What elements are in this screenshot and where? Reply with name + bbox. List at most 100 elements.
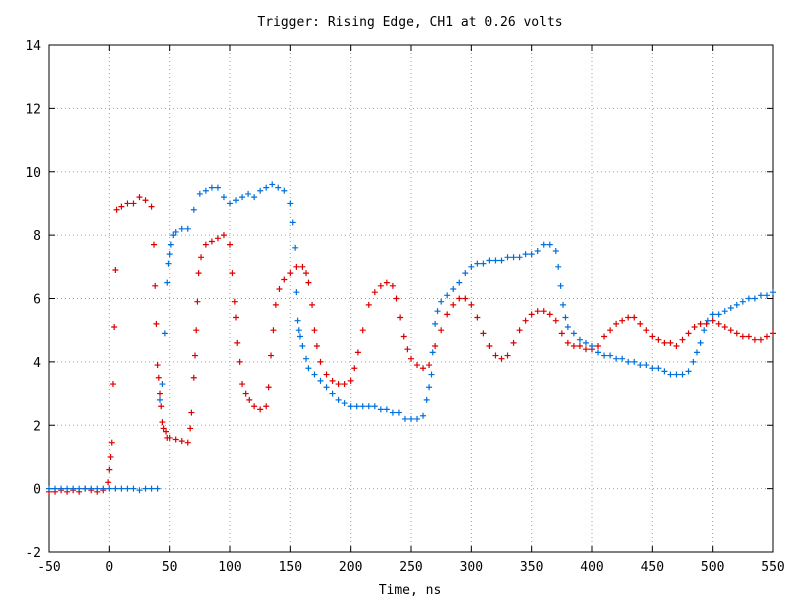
data-point (239, 381, 246, 388)
data-point (142, 485, 149, 492)
data-point (377, 406, 384, 413)
data-point (401, 415, 408, 422)
data-point (233, 197, 240, 204)
data-point (480, 330, 487, 337)
data-point (576, 343, 583, 350)
chart-title: Trigger: Rising Edge, CH1 at 0.26 volts (257, 15, 562, 30)
data-point (462, 295, 469, 302)
data-point (309, 301, 316, 308)
data-point (234, 339, 241, 346)
data-point (294, 317, 301, 324)
data-point (450, 301, 457, 308)
data-point (570, 343, 577, 350)
data-point (292, 244, 299, 251)
data-point (276, 285, 283, 292)
data-point (265, 384, 272, 391)
data-point (311, 371, 318, 378)
y-tick-label: 0 (33, 483, 41, 498)
data-point (377, 282, 384, 289)
data-point (673, 371, 680, 378)
data-point (293, 263, 300, 270)
x-tick-label: 350 (520, 560, 543, 575)
data-point (582, 346, 589, 353)
data-point (239, 194, 246, 201)
data-point (613, 320, 620, 327)
data-point (190, 374, 197, 381)
data-point (178, 438, 185, 445)
data-point (148, 203, 155, 210)
data-point (679, 336, 686, 343)
data-point (423, 396, 430, 403)
data-point (124, 485, 131, 492)
data-point (552, 247, 559, 254)
data-point (757, 292, 764, 299)
data-point (317, 358, 324, 365)
data-point (150, 241, 157, 248)
data-point (293, 289, 300, 296)
data-point (118, 485, 125, 492)
data-point (619, 355, 626, 362)
data-point (192, 352, 199, 359)
data-point (268, 352, 275, 359)
data-point (607, 352, 614, 359)
data-point (106, 485, 113, 492)
data-point (643, 327, 650, 334)
data-point (637, 320, 644, 327)
data-point (347, 377, 354, 384)
y-tick-label: 6 (33, 293, 41, 308)
data-point (576, 336, 583, 343)
data-point (693, 349, 700, 356)
data-point (492, 352, 499, 359)
data-point (414, 415, 421, 422)
data-point (64, 485, 71, 492)
data-point (733, 301, 740, 308)
data-point (159, 381, 166, 388)
data-point (703, 320, 710, 327)
data-point (214, 184, 221, 191)
data-point (299, 343, 306, 350)
data-point (649, 333, 656, 340)
data-point (58, 485, 65, 492)
data-point (589, 343, 595, 350)
data-point (275, 184, 282, 191)
data-point (109, 381, 116, 388)
data-point (498, 257, 505, 264)
data-point (383, 406, 390, 413)
data-point (745, 333, 752, 340)
data-point (709, 311, 716, 318)
data-point (770, 330, 776, 337)
data-point (195, 270, 202, 277)
data-point (353, 403, 360, 410)
data-point (763, 292, 770, 299)
data-point (118, 203, 125, 210)
data-point (456, 279, 463, 286)
data-point (371, 403, 378, 410)
data-point (289, 219, 296, 226)
data-point (751, 295, 758, 302)
data-point (414, 362, 421, 369)
data-point (105, 479, 112, 486)
data-point (194, 298, 201, 305)
data-point (528, 251, 535, 258)
data-point (474, 314, 481, 321)
data-point (715, 311, 722, 318)
y-tick-label: -2 (25, 546, 41, 561)
x-tick-label: 200 (339, 560, 362, 575)
data-point (474, 260, 481, 267)
data-point (172, 436, 179, 443)
data-point (281, 187, 288, 194)
data-point (564, 324, 571, 331)
data-point (516, 327, 523, 334)
data-point (154, 485, 161, 492)
data-point (124, 200, 131, 207)
data-point (246, 396, 253, 403)
data-point (270, 327, 277, 334)
data-point (426, 362, 433, 369)
data-point (184, 225, 191, 232)
data-point (166, 251, 173, 258)
data-point (673, 343, 680, 350)
data-point (365, 301, 372, 308)
data-point (601, 352, 608, 359)
data-point (649, 365, 656, 372)
data-point (434, 308, 441, 315)
